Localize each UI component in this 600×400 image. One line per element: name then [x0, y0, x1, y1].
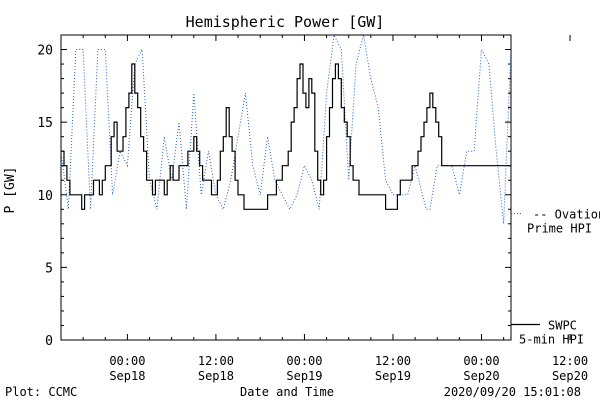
- legend-ovation-line2: Prime HPI: [527, 222, 592, 236]
- chart-title: Hemispheric Power [GW]: [186, 13, 385, 31]
- x-tick-date-label-5: Sep20: [552, 369, 588, 383]
- x-tick-time-label-3: 12:00: [375, 354, 411, 368]
- series-line-ovation: [61, 35, 511, 224]
- x-axis-label: Date and Time: [240, 385, 334, 399]
- x-tick-date-label-1: Sep18: [198, 369, 234, 383]
- series-1-group: [61, 63, 511, 210]
- plot-area: 0510152000:00Sep1812:00Sep1800:00Sep1912…: [37, 34, 588, 383]
- x-tick-time-label-1: 12:00: [198, 354, 234, 368]
- y-tick-label-5: 5: [45, 261, 53, 276]
- x-tick-time-label-2: 00:00: [286, 354, 322, 368]
- plot-frame: [60, 34, 512, 341]
- footer-timestamp: 2020/09/20 15:01:08: [444, 385, 581, 399]
- legend-swpc-line1: SWPC: [548, 318, 577, 332]
- y-tick-label-0: 0: [45, 334, 53, 349]
- series-line-swpc: [61, 63, 511, 210]
- y-tick-label-20: 20: [37, 44, 53, 59]
- x-tick-date-label-4: Sep20: [463, 369, 499, 383]
- legend-ovation-line1: -- Ovation: [533, 208, 600, 222]
- x-tick-date-label-0: Sep18: [109, 369, 145, 383]
- series-0-group: [61, 35, 511, 224]
- x-tick-date-label-3: Sep19: [375, 369, 411, 383]
- y-axis-label: P [GW]: [3, 167, 18, 214]
- x-tick-time-label-5: 12:00: [552, 354, 588, 368]
- y-tick-label-10: 10: [37, 189, 53, 204]
- x-tick-date-label-2: Sep19: [286, 369, 322, 383]
- x-tick-time-label-0: 00:00: [109, 354, 145, 368]
- y-tick-label-15: 15: [37, 116, 53, 131]
- legend-swpc-line2: 5-min HPI: [519, 332, 584, 346]
- footer-left: Plot: CCMC: [5, 385, 77, 399]
- x-tick-time-label-4: 00:00: [463, 354, 499, 368]
